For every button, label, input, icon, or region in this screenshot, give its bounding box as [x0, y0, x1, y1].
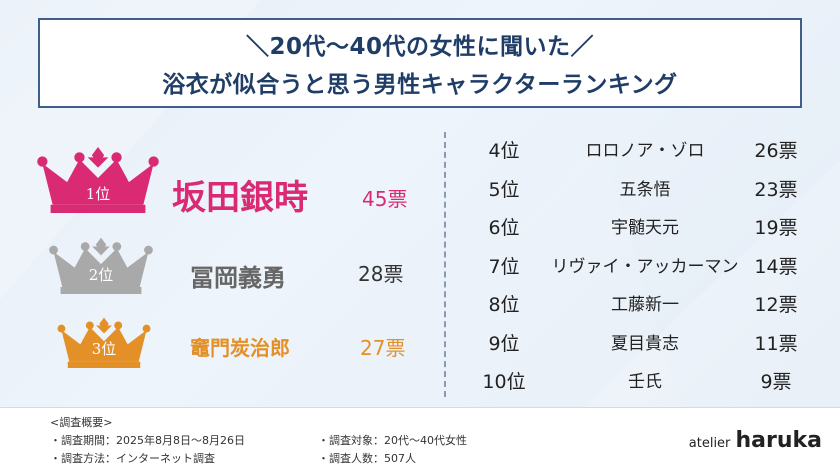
crown-icon [37, 147, 159, 213]
top-votes-3: 27票 [360, 336, 406, 360]
survey-target: ・調査対象：20代〜40代女性 [318, 434, 467, 447]
vote-count: 26票 [754, 140, 798, 162]
rank-row: 10位 壬氏 9票 [470, 367, 810, 401]
title-line1: ＼20代〜40代の女性に聞いた／ [245, 34, 594, 60]
vote-count: 9票 [760, 371, 792, 393]
character-name: 夏目貴志 [611, 333, 679, 354]
rank-row: 9位 夏目貴志 11票 [470, 329, 810, 363]
title-box: ＼20代〜40代の女性に聞いた／ 浴衣が似合うと思う男性キャラクターランキング [38, 18, 802, 108]
crown-rank-label: 3位 [91, 340, 117, 358]
vote-count: 11票 [754, 332, 798, 355]
brand-prefix: atelier [688, 436, 731, 451]
survey-period: ・調査期間：2025年8月8日〜8月26日 [50, 434, 245, 447]
crown-rank-label: 2位 [88, 266, 114, 284]
brand-name: haruka [735, 428, 823, 453]
rank-label: 6位 [488, 217, 520, 239]
vote-count: 12票 [754, 294, 798, 316]
top-votes-2: 28票 [358, 262, 404, 286]
character-name: リヴァイ・アッカーマン [551, 256, 739, 277]
character-name: 宇髄天元 [611, 218, 679, 238]
character-name: 五条悟 [619, 179, 671, 200]
crown-2: 2位 [48, 236, 154, 294]
rank-row: 8位 工藤新一 12票 [470, 290, 810, 324]
crown-rank-label: 1位 [85, 185, 111, 203]
brand-logo: atelier haruka [689, 428, 822, 453]
character-name: 壬氏 [628, 372, 662, 392]
vote-count: 23票 [754, 178, 798, 201]
rank-row: 7位 リヴァイ・アッカーマン 14票 [470, 252, 810, 286]
rank-label: 10位 [482, 371, 526, 393]
top-name-1: 坂田銀時 [172, 178, 308, 218]
footer: <調査概要> ・調査期間：2025年8月8日〜8月26日 ・調査方法：インターネ… [0, 407, 840, 470]
character-name: 工藤新一 [611, 295, 679, 315]
rank-label: 9位 [488, 332, 520, 355]
rank-row: 5位 五条悟 23票 [470, 175, 810, 209]
rank-label: 4位 [488, 140, 520, 162]
rank-label: 5位 [488, 178, 520, 201]
crown-3: 3位 [56, 316, 152, 368]
crown-1: 1位 [36, 145, 160, 213]
rank-label: 8位 [488, 294, 520, 316]
survey-heading: <調査概要> [50, 416, 113, 429]
rank-row: 4位 ロロノア・ゾロ 26票 [470, 136, 810, 170]
top-votes-1: 45票 [362, 187, 408, 211]
column-divider [444, 132, 446, 397]
rank-label: 7位 [488, 255, 520, 278]
survey-method: ・調査方法：インターネット調査 [50, 452, 215, 465]
crown-icon [57, 317, 151, 368]
vote-count: 19票 [754, 217, 798, 239]
rank-row: 6位 宇髄天元 19票 [470, 213, 810, 247]
top-name-3: 竈門炭治郎 [190, 336, 290, 360]
survey-count: ・調査人数：507人 [318, 452, 416, 465]
vote-count: 14票 [754, 255, 798, 278]
title-line2: 浴衣が似合うと思う男性キャラクターランキング [162, 72, 678, 98]
character-name: ロロノア・ゾロ [585, 141, 705, 161]
top-name-2: 冨岡義勇 [190, 264, 286, 292]
crown-icon [49, 237, 153, 294]
